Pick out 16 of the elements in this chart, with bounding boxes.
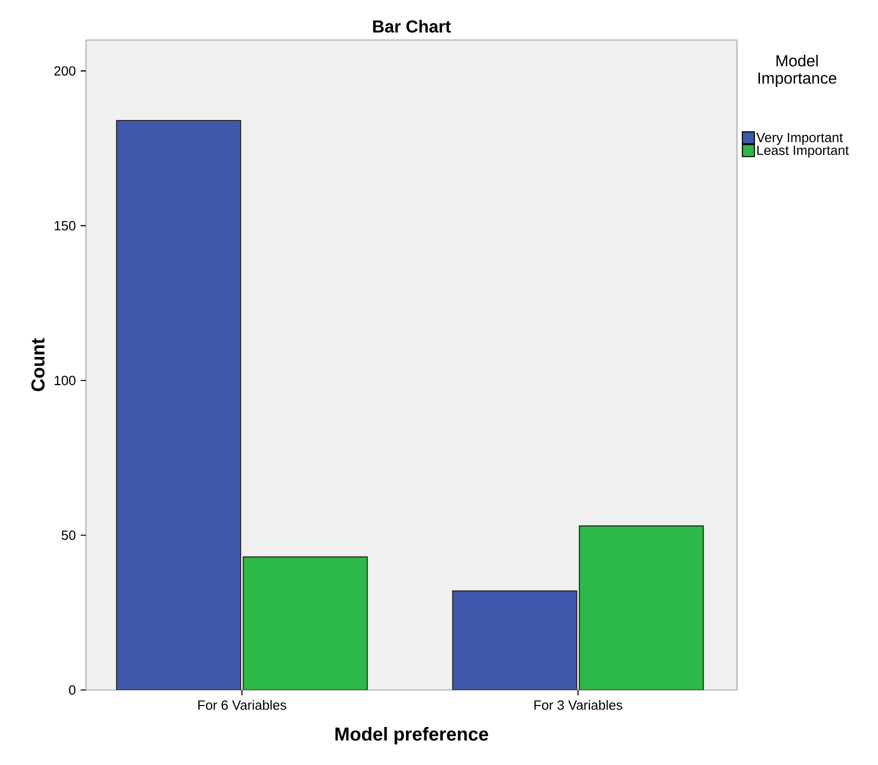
legend-label: Least Important bbox=[757, 146, 849, 158]
y-tick-label: 150 bbox=[54, 220, 76, 230]
x-tick-label: For 3 Variables bbox=[534, 700, 622, 710]
legend-title: Model Importance bbox=[758, 54, 836, 87]
bar bbox=[578, 525, 704, 690]
x-tick-label: For 6 Variables bbox=[198, 700, 286, 710]
chart-title: Bar Chart bbox=[373, 20, 451, 33]
bar bbox=[452, 590, 578, 690]
y-tick-label: 100 bbox=[54, 376, 76, 386]
bar bbox=[116, 120, 242, 690]
x-axis-title: Model preference bbox=[335, 726, 488, 744]
legend-label: Very Important bbox=[756, 132, 843, 145]
y-tick-label: 0 bbox=[69, 685, 76, 695]
y-tick-label: 50 bbox=[62, 530, 76, 540]
y-axis-title: Count bbox=[31, 338, 45, 392]
y-tick-label: 200 bbox=[54, 66, 76, 76]
